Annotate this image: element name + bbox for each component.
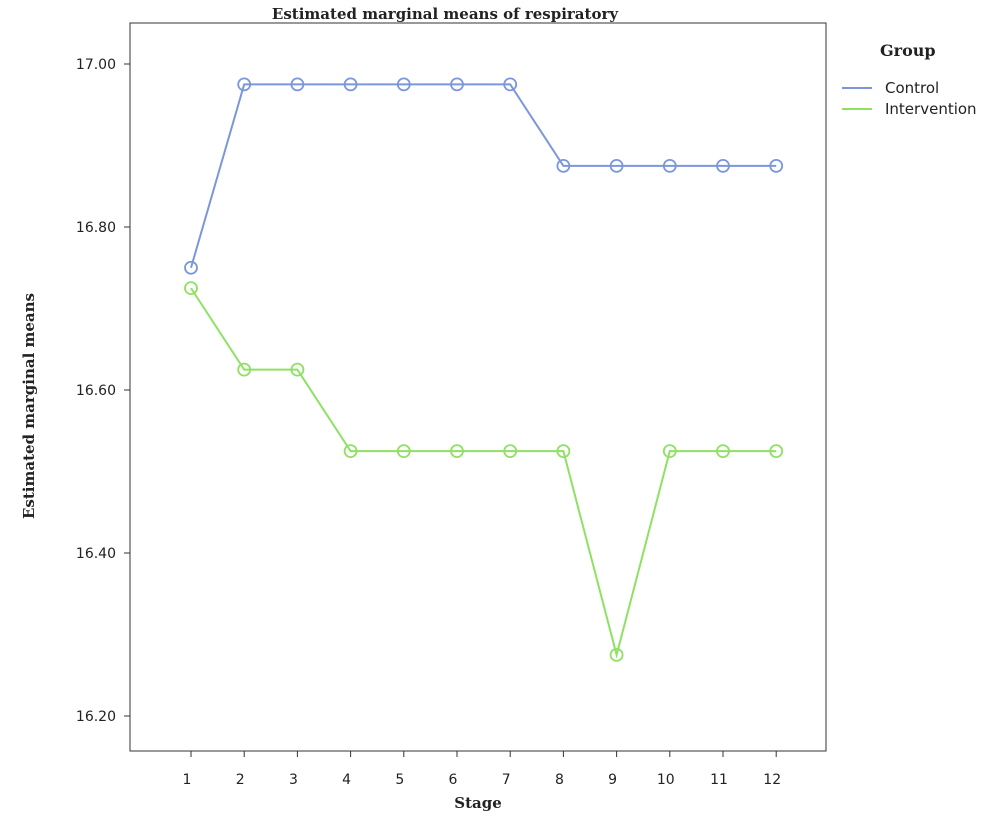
y-tick-label: 16.80 (76, 220, 116, 236)
x-tick-label: 5 (395, 772, 404, 788)
intervention-point (503, 444, 518, 459)
intervention-point (716, 444, 730, 459)
intervention-point (769, 444, 784, 459)
series-intervention (184, 281, 784, 662)
control-point (396, 77, 411, 92)
x-tick-label: 12 (763, 772, 781, 788)
control-point (609, 158, 624, 173)
y-tick-label: 17.00 (76, 57, 116, 73)
legend-label-control: Control (885, 79, 939, 97)
y-axis: 16.20 16.40 16.60 16.80 17.00 (76, 57, 130, 725)
control-line (190, 83, 777, 269)
intervention-point (450, 444, 464, 459)
x-axis-label: Stage (454, 794, 502, 812)
x-tick-label: 11 (710, 772, 728, 788)
intervention-line (190, 287, 777, 659)
x-tick-label: 4 (342, 772, 351, 788)
x-axis: 1 2 3 4 5 6 7 8 9 10 11 12 (183, 751, 781, 788)
x-tick-label: 6 (449, 772, 458, 788)
control-point (769, 158, 784, 173)
chart-title: Estimated marginal means of respiratory (272, 5, 619, 23)
intervention-point (396, 444, 411, 459)
intervention-point (609, 647, 624, 662)
plot-area-frame (129, 22, 827, 752)
intervention-point (662, 444, 677, 459)
intervention-point (184, 281, 198, 296)
control-point (343, 77, 358, 92)
control-point (503, 77, 518, 92)
x-tick-label: 3 (289, 772, 298, 788)
legend: Group Control Intervention (842, 41, 977, 118)
legend-label-intervention: Intervention (885, 100, 977, 118)
y-tick-label: 16.20 (76, 709, 116, 725)
control-point (237, 77, 252, 92)
intervention-point (556, 444, 571, 459)
x-tick-label: 9 (608, 772, 617, 788)
control-point (450, 77, 464, 92)
control-point (556, 158, 571, 173)
control-point (184, 260, 198, 275)
y-tick-label: 16.60 (76, 383, 116, 399)
intervention-point (343, 444, 358, 459)
x-tick-label: 10 (657, 772, 675, 788)
series-control (184, 77, 784, 275)
control-point (290, 77, 305, 92)
x-tick-label: 2 (236, 772, 245, 788)
x-tick-label: 8 (555, 772, 564, 788)
legend-title: Group (880, 41, 936, 60)
intervention-point (290, 362, 305, 377)
y-tick-label: 16.40 (76, 546, 116, 562)
series-layer (184, 77, 784, 662)
y-axis-label: Estimated marginal means (20, 293, 38, 519)
x-tick-label: 7 (502, 772, 511, 788)
intervention-point (237, 362, 252, 377)
control-point (716, 158, 730, 173)
x-tick-label: 1 (183, 772, 192, 788)
control-point (662, 158, 677, 173)
